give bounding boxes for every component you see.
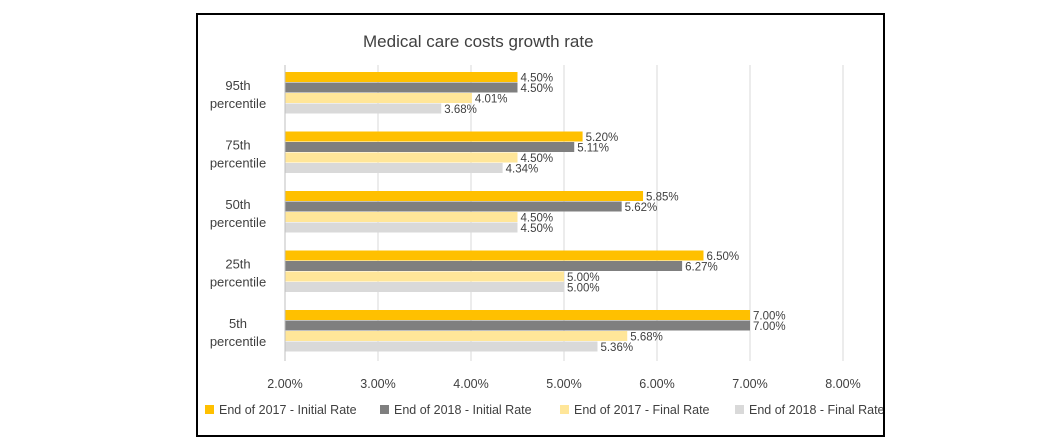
legend-swatch: [560, 405, 569, 414]
data-label: 4.01%: [475, 94, 508, 106]
bar: [285, 82, 518, 93]
data-label: 5.00%: [567, 272, 600, 284]
bar: [285, 152, 518, 163]
category-label: 50th percentile: [210, 197, 266, 230]
bar: [285, 341, 598, 352]
data-label: 4.50%: [521, 213, 554, 225]
legend-swatch: [735, 405, 744, 414]
data-label: 4.50%: [521, 73, 554, 85]
legend-label: End of 2017 - Initial Rate: [219, 403, 357, 417]
data-label: 4.50%: [521, 153, 554, 165]
x-tick-label: 2.00%: [267, 377, 302, 391]
legend-item: End of 2018 - Initial Rate: [380, 403, 532, 417]
data-label: 7.00%: [753, 321, 786, 333]
bar: [285, 271, 564, 282]
bar: [285, 222, 518, 233]
bar: [285, 131, 583, 142]
data-label: 4.34%: [506, 164, 539, 176]
category-label: 95th percentile: [210, 78, 266, 111]
x-tick-label: 5.00%: [546, 377, 581, 391]
legend-label: End of 2018 - Final Rate: [749, 403, 883, 417]
data-label: 5.62%: [625, 202, 658, 214]
legend-item: End of 2018 - Final Rate: [735, 403, 883, 417]
x-tick-label: 7.00%: [732, 377, 767, 391]
legend-item: End of 2017 - Initial Rate: [205, 403, 357, 417]
legend-swatch: [205, 405, 214, 414]
x-tick-label: 4.00%: [453, 377, 488, 391]
bar: [285, 282, 564, 292]
legend-item: End of 2017 - Final Rate: [560, 403, 710, 417]
data-label: 5.36%: [600, 342, 633, 354]
data-label: 5.20%: [586, 132, 619, 144]
bar: [285, 331, 628, 341]
data-label: 5.11%: [577, 143, 609, 155]
data-label: 5.68%: [630, 332, 663, 344]
bar: [285, 191, 644, 201]
bar: [285, 212, 518, 222]
x-tick-label: 8.00%: [825, 377, 860, 391]
category-label: 25th percentile: [210, 257, 266, 290]
legend-label: End of 2017 - Final Rate: [574, 403, 710, 417]
legend-swatch: [380, 405, 389, 414]
bar: [285, 320, 750, 331]
data-label: 5.85%: [646, 192, 679, 204]
bar: [285, 163, 503, 173]
data-label: 5.00%: [567, 283, 600, 295]
data-label: 6.50%: [707, 251, 740, 263]
category-label: 5th percentile: [210, 316, 266, 349]
data-label: 6.27%: [685, 262, 718, 274]
bar: [285, 103, 442, 114]
data-label: 4.50%: [521, 83, 554, 95]
data-label: 7.00%: [753, 311, 786, 323]
x-tick-label: 6.00%: [639, 377, 674, 391]
bar: [285, 261, 683, 271]
chart-frame: 4.50% 4.50% 4.01% 3.68% 5.20% 5.11% 4.50% 4.34%…: [196, 13, 885, 437]
category-label: 75th percentile: [210, 138, 266, 171]
bar: [285, 310, 750, 320]
bar: [285, 93, 472, 103]
bar-chart: 4.50%4.50%4.01%3.68%5.20%5.11%4.50%4.34%…: [205, 32, 883, 417]
bar: [285, 72, 518, 82]
data-label: 3.68%: [444, 104, 477, 116]
bar: [285, 201, 622, 212]
legend-label: End of 2018 - Initial Rate: [394, 403, 532, 417]
x-tick-label: 3.00%: [360, 377, 395, 391]
data-label: 4.50%: [521, 223, 554, 235]
bar: [285, 250, 704, 261]
chart-title: Medical care costs growth rate: [363, 32, 594, 51]
bar: [285, 142, 575, 152]
